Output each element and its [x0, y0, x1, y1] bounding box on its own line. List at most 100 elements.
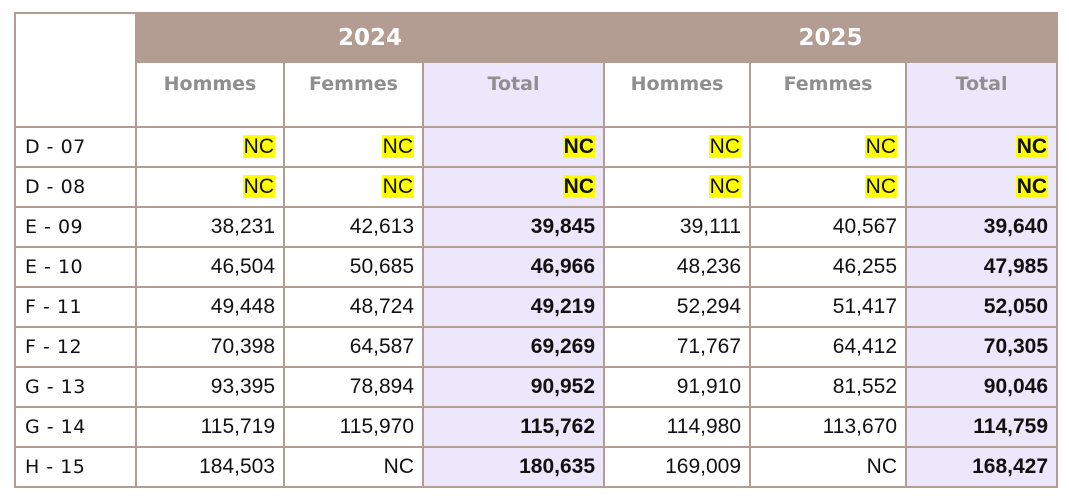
total-cell: NC [905, 126, 1059, 168]
subheader-row: Hommes Femmes Total Hommes Femmes Total [15, 61, 1059, 128]
nc-highlight-value: NC [708, 175, 742, 198]
total-cell: 114,759 [905, 406, 1059, 448]
cell-value: 91,910 [676, 375, 742, 398]
nc-highlight-value: NC [242, 175, 275, 198]
total-cell: 39,845 [421, 206, 606, 248]
cell-value: 48,236 [676, 255, 742, 278]
nc-highlight-value: NC [708, 135, 742, 158]
total-cell: NC [421, 166, 606, 208]
cell-value: 47,985 [983, 255, 1049, 278]
table-row: E - 09 38,231 42,613 39,845 39,111 40,567 39,6… [14, 206, 1059, 248]
total-cell: 90,952 [421, 366, 606, 408]
subheader-hommes-2025: Hommes [603, 61, 752, 128]
value-cell: 169,009 [603, 446, 752, 488]
value-cell: NC [749, 446, 908, 488]
cell-value: 70,305 [983, 335, 1049, 358]
cell-value: 114,980 [666, 415, 742, 438]
cell-value: 90,952 [530, 375, 596, 398]
total-cell: 69,269 [421, 326, 606, 368]
value-cell: 51,417 [749, 286, 908, 328]
cell-value: 71,767 [676, 335, 742, 358]
subheader-total-2024: Total [421, 61, 606, 128]
total-cell: 168,427 [905, 446, 1059, 488]
table-row: G - 13 93,395 78,894 90,952 91,910 81,552 90,0… [14, 366, 1059, 408]
row-label: F - 11 [14, 286, 137, 328]
year-header-2025: 2025 [603, 12, 1059, 63]
cell-value: NC [383, 455, 414, 478]
cell-value: 115,970 [339, 415, 414, 438]
cell-value: 39,845 [530, 215, 596, 238]
cell-value: 114,759 [973, 415, 1049, 438]
value-cell: NC [749, 166, 908, 208]
total-cell: NC [421, 126, 606, 168]
value-cell: 115,719 [135, 406, 285, 448]
cell-value: 168,427 [972, 455, 1049, 478]
table-row: E - 10 46,504 50,685 46,966 48,236 46,255 47,9… [14, 246, 1059, 288]
value-cell: 38,231 [135, 206, 285, 248]
value-cell: 42,613 [283, 206, 424, 248]
cell-value: 40,567 [832, 215, 898, 238]
value-cell: 81,552 [749, 366, 908, 408]
row-label: D - 07 [14, 126, 137, 168]
value-cell: 64,412 [749, 326, 908, 368]
value-cell: 78,894 [283, 366, 424, 408]
value-cell: 184,503 [135, 446, 285, 488]
cell-value: 115,719 [200, 415, 275, 438]
cell-value: 93,395 [210, 375, 275, 398]
total-cell: NC [905, 166, 1059, 208]
cell-value: NC [866, 455, 898, 478]
value-cell: 46,504 [135, 246, 285, 288]
nc-highlight-value: NC [1015, 135, 1049, 158]
cell-value: 42,613 [349, 215, 414, 238]
cell-value: 70,398 [210, 335, 275, 358]
nc-highlight-value: NC [242, 135, 275, 158]
cell-value: 39,640 [983, 215, 1049, 238]
table-row: G - 14 115,719 115,970 115,762 114,980 113,67… [14, 406, 1059, 448]
cell-value: 64,412 [832, 335, 898, 358]
value-cell: 71,767 [603, 326, 752, 368]
value-cell: 40,567 [749, 206, 908, 248]
cell-value: 180,635 [519, 455, 596, 478]
cell-value: 39,111 [679, 215, 742, 238]
value-cell: 52,294 [603, 286, 752, 328]
cell-value: 46,255 [832, 255, 898, 278]
cell-value: 52,294 [676, 295, 742, 318]
value-cell: NC [135, 166, 285, 208]
cell-value: 48,724 [349, 295, 414, 318]
total-cell: 47,985 [905, 246, 1059, 288]
value-cell: 91,910 [603, 366, 752, 408]
total-cell: 90,046 [905, 366, 1059, 408]
table-row: H - 15 184,503 NC 180,635 169,009 NC 168,427 [14, 446, 1059, 488]
value-cell: 48,236 [603, 246, 752, 288]
total-cell: 49,219 [421, 286, 606, 328]
cell-value: 51,417 [832, 295, 898, 318]
value-cell: NC [283, 446, 424, 488]
subheader-hommes-2024: Hommes [135, 61, 285, 128]
table-row: F - 11 49,448 48,724 49,219 52,294 51,417 52,0… [14, 286, 1059, 328]
nc-highlight-value: NC [1015, 175, 1049, 198]
value-cell: NC [603, 126, 752, 168]
cell-value: 50,685 [349, 255, 414, 278]
total-cell: 46,966 [421, 246, 606, 288]
value-cell: 113,670 [749, 406, 908, 448]
salary-table-container: 2024 2025 Hommes Femmes Total Hommes Fem… [14, 12, 1059, 488]
total-cell: 39,640 [905, 206, 1059, 248]
nc-highlight-value: NC [381, 175, 414, 198]
total-cell: 115,762 [421, 406, 606, 448]
cell-value: 46,504 [210, 255, 275, 278]
value-cell: 70,398 [135, 326, 285, 368]
salary-table: 2024 2025 Hommes Femmes Total Hommes Fem… [14, 12, 1059, 488]
total-cell: 52,050 [905, 286, 1059, 328]
table-row: D - 07 NC NC NC NC NC NC [14, 126, 1059, 168]
value-cell: NC [603, 166, 752, 208]
value-cell: 48,724 [283, 286, 424, 328]
value-cell: NC [283, 126, 424, 168]
nc-highlight-value: NC [864, 175, 898, 198]
value-cell: 114,980 [603, 406, 752, 448]
subheader-total-2025: Total [905, 61, 1059, 128]
nc-highlight-value: NC [864, 135, 898, 158]
value-cell: 50,685 [283, 246, 424, 288]
row-label: G - 13 [14, 366, 137, 408]
cell-value: 52,050 [983, 295, 1049, 318]
nc-highlight-value: NC [562, 175, 596, 198]
